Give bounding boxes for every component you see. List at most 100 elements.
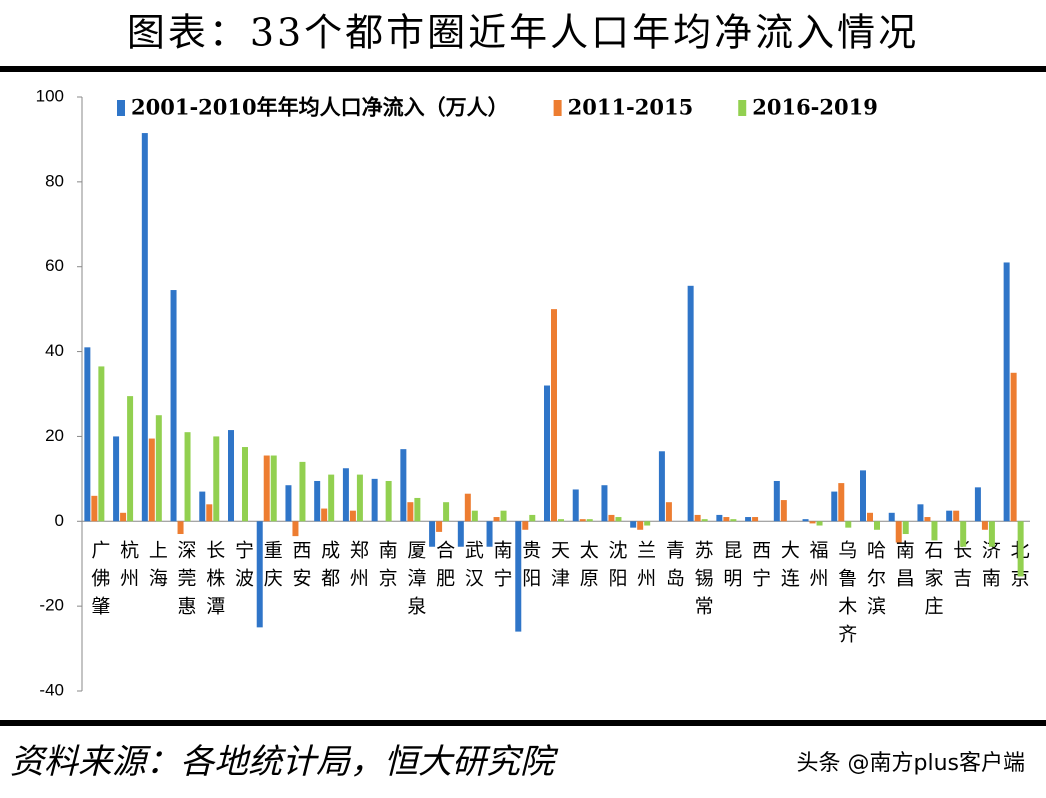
- bar: [752, 517, 759, 522]
- bar: [522, 521, 529, 530]
- bar: [716, 514, 723, 522]
- bar: [658, 451, 665, 522]
- bar: [780, 500, 787, 522]
- bar: [471, 510, 478, 522]
- bar: [228, 430, 234, 522]
- legend-label: 2011-2015: [568, 95, 694, 120]
- x-tick-label: 合肥: [433, 540, 455, 596]
- bar: [974, 487, 981, 522]
- top-rule: [0, 66, 1046, 72]
- bar: [867, 512, 873, 522]
- bar: [1017, 521, 1024, 577]
- bar: [723, 517, 730, 522]
- bar: [988, 521, 995, 547]
- bar: [637, 521, 644, 530]
- bar: [443, 502, 450, 522]
- bar: [213, 436, 220, 522]
- bar: [931, 521, 938, 541]
- bar: [184, 432, 191, 522]
- x-tick-label: 天津: [548, 540, 570, 596]
- bar: [572, 489, 579, 522]
- bar: [845, 521, 852, 528]
- bar: [141, 133, 148, 522]
- bar: [206, 504, 213, 522]
- bar: [464, 493, 471, 522]
- bar: [608, 514, 615, 522]
- legend-label: 2001-2010年年均人口净流入（万人）: [131, 95, 509, 120]
- x-tick-label: 武汉: [462, 540, 484, 596]
- bar: [177, 521, 184, 535]
- bar: [199, 491, 206, 522]
- x-tick-label: 郑州: [347, 540, 369, 596]
- bar: [601, 485, 608, 522]
- bar: [960, 521, 967, 547]
- bottom-rule: [0, 720, 1046, 726]
- y-tick-label: 80: [45, 171, 64, 190]
- bar: [558, 519, 564, 522]
- bar: [816, 521, 823, 526]
- bar: [356, 474, 363, 522]
- bar: [953, 510, 960, 522]
- y-tick-label: 20: [45, 426, 64, 445]
- bar: [773, 480, 780, 522]
- bar: [285, 485, 292, 522]
- bar: [120, 512, 127, 522]
- bar: [981, 521, 988, 530]
- bar: [1003, 262, 1010, 522]
- bar: [615, 517, 622, 522]
- x-tick-label: 西安: [289, 540, 311, 596]
- bar: [486, 521, 493, 547]
- x-tick-label: 深莞惠: [175, 540, 197, 624]
- bar: [917, 504, 924, 522]
- bar: [515, 521, 522, 632]
- bar: [170, 290, 177, 522]
- bar: [242, 447, 248, 522]
- bar: [148, 438, 155, 522]
- x-tick-label: 成都: [318, 540, 340, 596]
- bar: [299, 461, 306, 522]
- y-tick-label: 0: [55, 511, 64, 530]
- bar: [328, 474, 335, 522]
- bar: [809, 521, 816, 524]
- x-tick-label: 福州: [807, 540, 829, 596]
- bar: [407, 502, 414, 522]
- legend-label: 2016-2019: [752, 95, 878, 120]
- bar: [902, 521, 909, 535]
- bar: [730, 519, 737, 522]
- x-tick-label: 杭州: [117, 540, 139, 596]
- bar: [429, 521, 436, 547]
- bar: [493, 517, 500, 522]
- x-tick-label: 贵阳: [519, 540, 541, 596]
- y-tick-label: 60: [45, 256, 64, 275]
- bar: [400, 449, 407, 522]
- bar: [946, 510, 953, 522]
- bar: [349, 510, 356, 522]
- x-tick-label: 宁波: [232, 540, 254, 596]
- bar: [256, 521, 263, 628]
- x-tick-label: 长株潭: [203, 540, 225, 624]
- watermark: 头条 @南方plus客户端: [797, 751, 1025, 776]
- x-tick-label: 石家庄: [921, 540, 943, 624]
- bar: [745, 517, 752, 522]
- bar: [385, 480, 392, 522]
- bar: [84, 347, 91, 522]
- source-note: 资料来源：各地统计局，恒大研究院: [10, 742, 559, 782]
- x-tick-label: 乌鲁木齐: [835, 540, 857, 652]
- bar: [644, 521, 651, 526]
- x-tick-label: 上海: [146, 540, 168, 596]
- bar: [586, 519, 593, 522]
- bar: [701, 519, 708, 522]
- bar: [888, 512, 895, 522]
- x-tick-label: 南京: [376, 540, 398, 596]
- bar: [924, 517, 931, 522]
- x-tick-label: 苏锡常: [692, 540, 714, 624]
- x-tick-label: 厦漳泉: [404, 540, 426, 624]
- x-tick-label: 南宁: [491, 540, 513, 596]
- bar: [874, 521, 880, 530]
- legend-swatch: [553, 100, 562, 116]
- bar: [457, 521, 464, 547]
- bar: [544, 385, 550, 522]
- bar: [895, 521, 902, 543]
- bar: [1010, 372, 1017, 522]
